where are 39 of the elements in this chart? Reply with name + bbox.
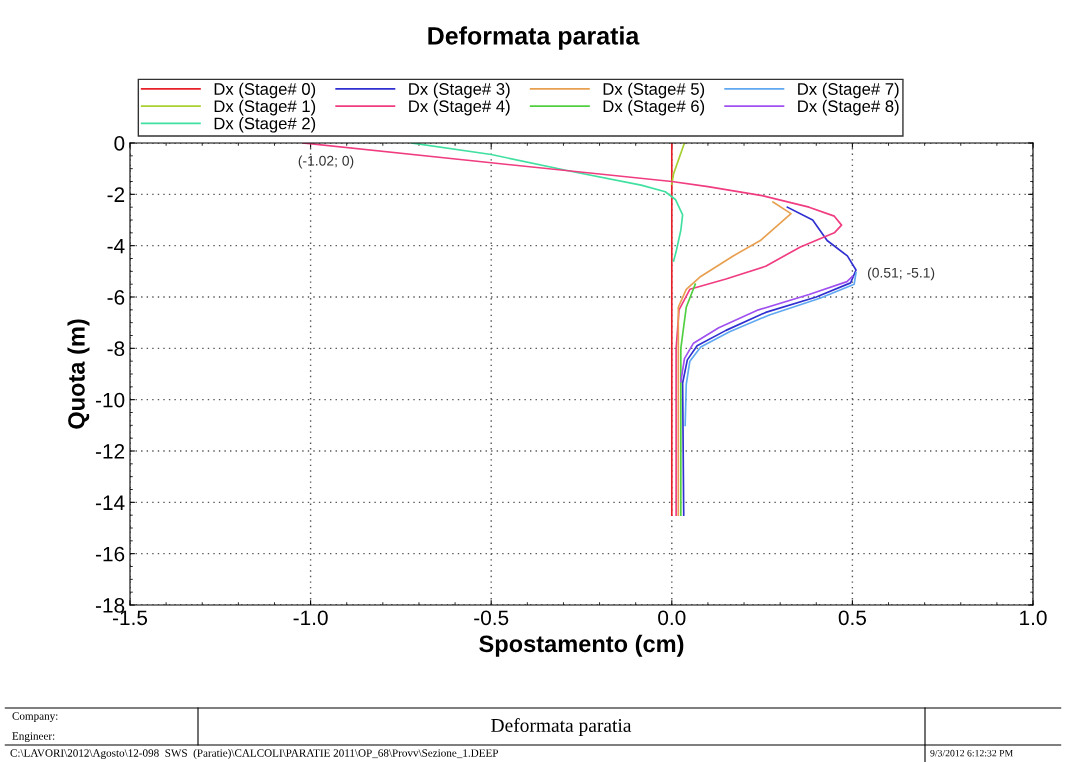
line-series bbox=[681, 206, 857, 517]
y-tick-label: -8 bbox=[107, 341, 125, 357]
y-tick-label: -10 bbox=[95, 392, 125, 408]
legend-label: Dx (Stage# 2) bbox=[214, 117, 316, 133]
text: Engineer: bbox=[12, 732, 55, 743]
x-tick-label: 1.0 bbox=[1020, 610, 1047, 626]
x-axis-title: Spostamento (cm) bbox=[479, 634, 684, 657]
legend-label: Dx (Stage# 7) bbox=[798, 82, 899, 99]
y-tick-label: 0 bbox=[114, 136, 125, 151]
x-tick-label: 0.0 bbox=[658, 610, 686, 626]
y-tick-label: -4 bbox=[107, 238, 125, 254]
x-tick-label: 0.5 bbox=[838, 610, 867, 626]
text: Company: bbox=[12, 712, 58, 723]
y-tick-label: -14 bbox=[95, 495, 125, 510]
legend-label: Dx (Stage# 8) bbox=[798, 99, 899, 116]
legend-label: Dx (Stage# 3) bbox=[409, 82, 510, 99]
legend-label: Dx (Stage# 1) bbox=[214, 99, 316, 116]
chart-title: Deformata paratia bbox=[428, 26, 640, 50]
annotation: (-1.02; 0) bbox=[298, 155, 354, 169]
legend-label: Dx (Stage# 6) bbox=[603, 99, 705, 116]
y-tick-label: -2 bbox=[107, 187, 125, 202]
x-tick-label: -0.5 bbox=[474, 610, 509, 626]
y-axis-title: Quota (m) bbox=[67, 319, 90, 429]
y-tick-label: -16 bbox=[95, 546, 125, 562]
text: Deformata paratia bbox=[491, 718, 632, 736]
line-series bbox=[670, 143, 686, 185]
text: 9/3/2012 6:12:32 PM bbox=[930, 749, 1013, 757]
line-series bbox=[677, 201, 792, 517]
line-series bbox=[684, 271, 857, 427]
line-series bbox=[679, 275, 854, 383]
legend-label: Dx (Stage# 0) bbox=[214, 82, 316, 99]
legend-label: Dx (Stage# 5) bbox=[603, 82, 705, 99]
legend-label: Dx (Stage# 4) bbox=[409, 99, 510, 116]
y-tick-label: -12 bbox=[95, 444, 125, 459]
x-tick-label: -1.0 bbox=[293, 610, 328, 626]
text: C:\LAVORI\2012\Agosto\12-098 SWS (Paratie)\CALCOLI\PARATIE 2011\OP_68\Provv\Sezione_1.DEEP bbox=[10, 748, 499, 760]
annotation: (0.51; -5.1) bbox=[867, 267, 935, 281]
y-tick-label: -6 bbox=[107, 290, 125, 305]
line-series bbox=[679, 283, 697, 517]
